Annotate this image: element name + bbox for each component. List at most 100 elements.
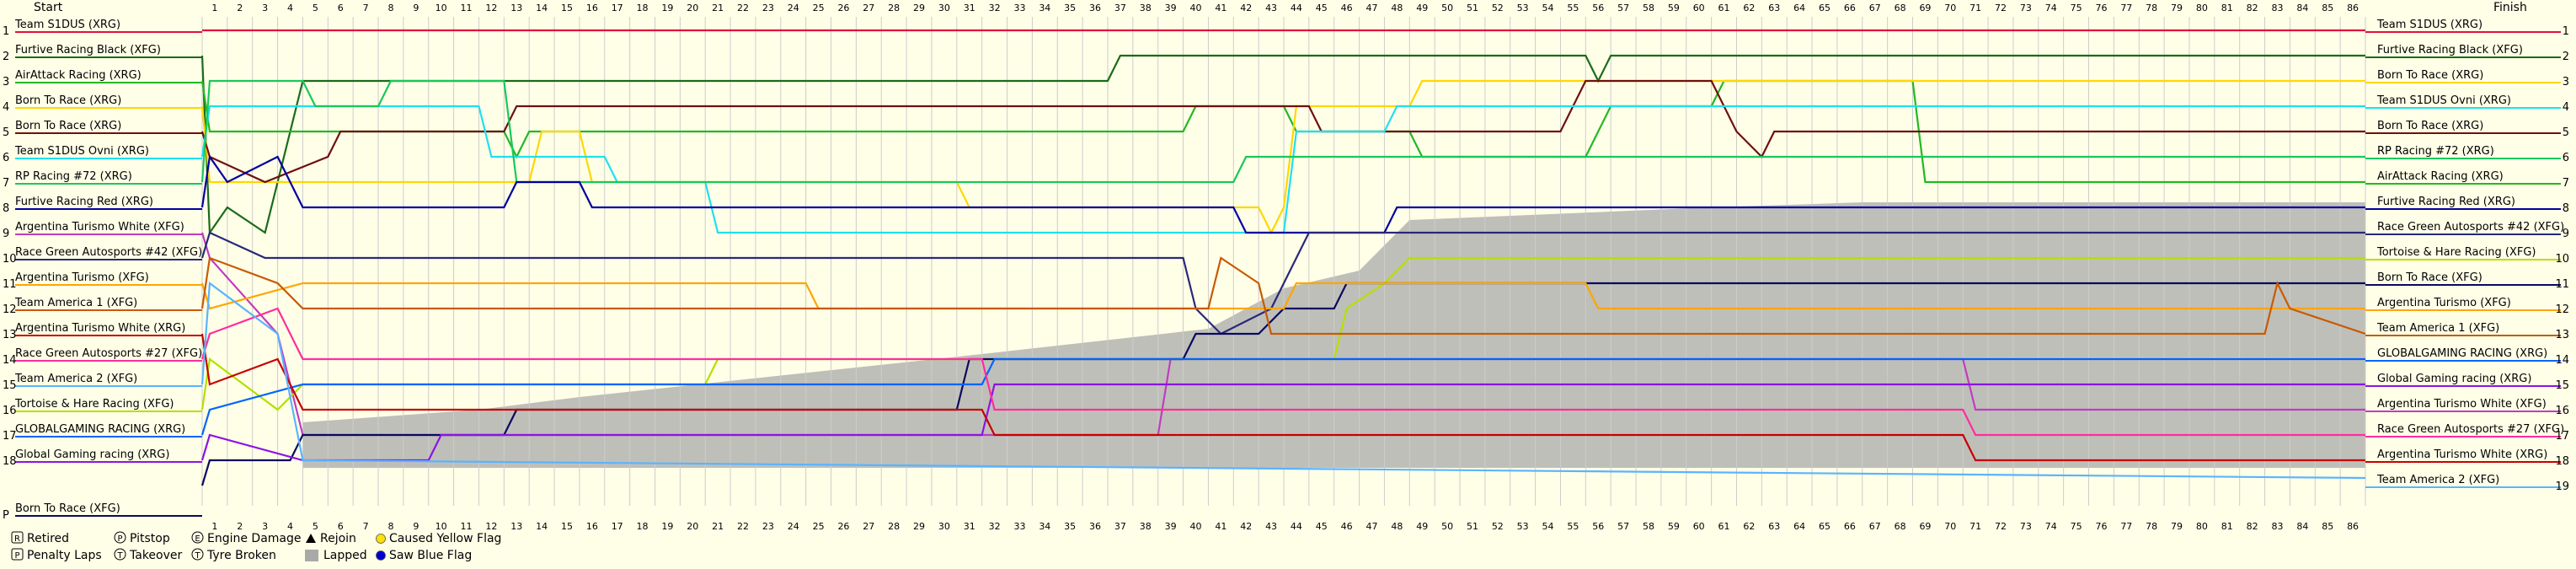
position-label-right: 7: [2563, 177, 2569, 190]
position-label-left: 13: [3, 329, 17, 341]
legend-label: Caused Yellow Flag: [389, 532, 501, 545]
lap-number-top: 25: [813, 3, 825, 13]
lap-number-top: 34: [1039, 3, 1050, 13]
lap-number-bottom: 11: [461, 521, 473, 532]
position-label-right: 1: [2563, 25, 2569, 38]
lap-number-top: 73: [2020, 3, 2032, 13]
start-driver-label: Team America 2 (XFG): [14, 373, 137, 385]
lap-number-top: 50: [1441, 3, 1453, 13]
legend-takeover-symbol: T: [116, 551, 123, 561]
lap-number-top: 70: [1944, 3, 1956, 13]
lap-number-top: 65: [1819, 3, 1830, 13]
lap-number-top: 47: [1366, 3, 1378, 13]
position-lines: [15, 29, 2561, 517]
lap-number-bottom: 81: [2221, 521, 2233, 532]
lap-number-top: 80: [2196, 3, 2208, 13]
lap-number-bottom: 38: [1140, 521, 1152, 532]
finish-driver-label: Race Green Autosports #42 (XFG): [2377, 221, 2564, 234]
position-label-right: 12: [2555, 303, 2569, 316]
start-driver-label: Race Green Autosports #42 (XFG): [15, 246, 202, 259]
lap-number-top: 48: [1391, 3, 1403, 13]
position-label-left: 5: [3, 126, 9, 139]
legend-penalty-symbol: P: [14, 551, 19, 561]
lap-number-bottom: 14: [536, 521, 548, 532]
position-line: [200, 357, 2365, 436]
lap-number-top: 77: [2120, 3, 2132, 13]
lap-number-bottom: 22: [737, 521, 749, 532]
lap-number-bottom: 25: [813, 521, 825, 532]
lap-number-top: 8: [387, 3, 393, 13]
finish-header: Finish: [2493, 1, 2527, 14]
position-label-right: 16: [2555, 405, 2569, 417]
lap-number-bottom: 57: [1617, 521, 1629, 532]
lap-number-top: 53: [1517, 3, 1529, 13]
lap-number-bottom: 48: [1391, 521, 1403, 532]
finish-driver-label: Argentina Turismo White (XFG): [2377, 398, 2547, 411]
lap-number-top: 14: [536, 3, 548, 13]
lap-grid: [201, 17, 2366, 506]
lap-number-bottom: 80: [2196, 521, 2208, 532]
lap-number-bottom: 18: [637, 521, 649, 532]
legend-retired-symbol: R: [14, 534, 20, 544]
lap-number-top: 37: [1114, 3, 1126, 13]
position-line: [200, 333, 2365, 462]
lap-number-bottom: 67: [1869, 521, 1881, 532]
lap-number-bottom: 26: [837, 521, 849, 532]
lap-number-bottom: 36: [1089, 521, 1101, 532]
position-label-right: 2: [2563, 51, 2569, 63]
lap-number-bottom: 45: [1316, 521, 1328, 532]
position-label-right: 9: [2563, 228, 2569, 240]
lap-number-top: 42: [1240, 3, 1252, 13]
lap-number-bottom: 9: [413, 521, 419, 532]
start-driver-label: Born To Race (XFG): [15, 502, 120, 515]
lap-number-top: 2: [237, 3, 243, 13]
start-driver-label: Argentina Turismo White (XRG): [15, 322, 185, 335]
legend-engine-symbol: E: [195, 534, 200, 544]
legend-label: Engine Damage: [207, 532, 302, 545]
lap-number-bottom: 55: [1567, 521, 1579, 532]
position-label-right: 10: [2555, 253, 2569, 266]
lap-number-top: 5: [313, 3, 318, 13]
lap-number-bottom: 21: [712, 521, 724, 532]
finish-driver-label: Furtive Racing Red (XRG): [2377, 196, 2515, 208]
lap-number-top: 82: [2247, 3, 2258, 13]
lap-number-top: 64: [1793, 3, 1805, 13]
position-label-left: 9: [3, 228, 9, 240]
lap-number-bottom: 43: [1265, 521, 1277, 532]
lap-number-top: 16: [586, 3, 598, 13]
lap-number-top: 68: [1895, 3, 1906, 13]
finish-driver-label: Team S1DUS Ovni (XRG): [2376, 94, 2511, 107]
lap-number-bottom: 41: [1215, 521, 1227, 532]
lap-number-bottom: 35: [1064, 521, 1076, 532]
legend-label: Saw Blue Flag: [389, 549, 472, 562]
lap-number-top: 19: [661, 3, 673, 13]
position-label-left: 17: [3, 430, 17, 443]
lap-number-top: 67: [1869, 3, 1881, 13]
start-driver-label: Furtive Racing Black (XFG): [15, 44, 161, 56]
lap-number-bottom: 52: [1492, 521, 1504, 532]
lap-number-bottom: 66: [1844, 521, 1856, 532]
position-label-left: 15: [3, 379, 17, 392]
position-label-right: 4: [2563, 101, 2569, 114]
lap-number-bottom: 60: [1693, 521, 1705, 532]
lap-number-bottom: 27: [863, 521, 874, 532]
lap-number-top: 33: [1013, 3, 1025, 13]
finish-driver-label: Team America 1 (XFG): [2376, 322, 2499, 335]
legend-pitstop-circle: [114, 531, 126, 544]
lap-number-bottom: 58: [1643, 521, 1654, 532]
lap-number-bottom: 77: [2120, 521, 2132, 532]
lap-number-top: 78: [2146, 3, 2157, 13]
lap-number-bottom: 47: [1366, 521, 1378, 532]
legend-pitstop-symbol: P: [117, 534, 122, 544]
lap-number-bottom: 62: [1743, 521, 1755, 532]
lap-number-bottom: 44: [1291, 521, 1302, 532]
legend-tyre-circle: [191, 548, 204, 561]
lap-number-top: 4: [287, 3, 293, 13]
start-driver-label: Furtive Racing Red (XRG): [15, 196, 153, 208]
lap-number-bottom: 50: [1441, 521, 1453, 532]
lap-number-top: 36: [1089, 3, 1101, 13]
lap-number-bottom: 42: [1240, 521, 1252, 532]
lap-number-bottom: 30: [938, 521, 950, 532]
legend-penalty-box: [11, 548, 24, 561]
start-driver-label: Born To Race (XRG): [15, 94, 121, 107]
